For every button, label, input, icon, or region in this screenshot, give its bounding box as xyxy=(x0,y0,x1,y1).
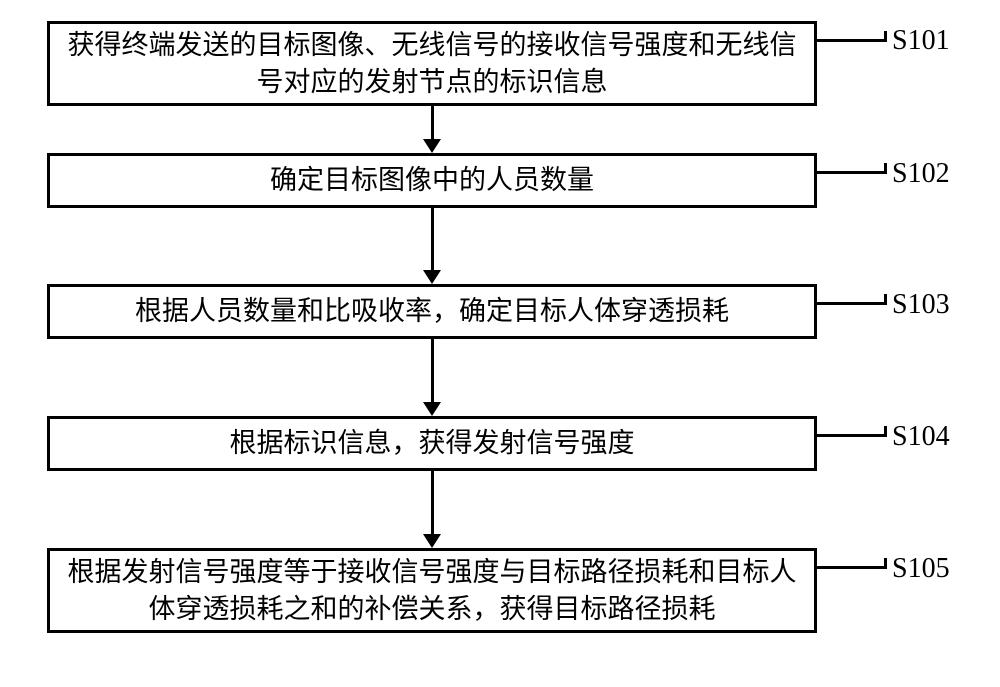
step-text-s105: 根据发射信号强度等于接收信号强度与目标路径损耗和目标人体穿透损耗之和的补偿关系，… xyxy=(60,554,804,627)
step-label-s103: S103 xyxy=(892,289,950,321)
step-box-s104: 根据标识信息，获得发射信号强度 xyxy=(47,416,817,471)
step-text-s102: 确定目标图像中的人员数量 xyxy=(270,162,594,198)
step-box-s102: 确定目标图像中的人员数量 xyxy=(47,153,817,208)
step-text-s101: 获得终端发送的目标图像、无线信号的接收信号强度和无线信号对应的发射节点的标识信息 xyxy=(60,27,804,100)
flowchart-canvas: 获得终端发送的目标图像、无线信号的接收信号强度和无线信号对应的发射节点的标识信息… xyxy=(0,0,1000,687)
step-label-s102: S102 xyxy=(892,158,950,190)
step-text-s104: 根据标识信息，获得发射信号强度 xyxy=(230,425,635,461)
step-label-s105: S105 xyxy=(892,553,950,585)
step-text-s103: 根据人员数量和比吸收率，确定目标人体穿透损耗 xyxy=(135,293,729,329)
step-label-s104: S104 xyxy=(892,421,950,453)
step-label-s101: S101 xyxy=(892,25,950,57)
step-box-s105: 根据发射信号强度等于接收信号强度与目标路径损耗和目标人体穿透损耗之和的补偿关系，… xyxy=(47,548,817,633)
step-box-s103: 根据人员数量和比吸收率，确定目标人体穿透损耗 xyxy=(47,284,817,339)
step-box-s101: 获得终端发送的目标图像、无线信号的接收信号强度和无线信号对应的发射节点的标识信息 xyxy=(47,21,817,106)
